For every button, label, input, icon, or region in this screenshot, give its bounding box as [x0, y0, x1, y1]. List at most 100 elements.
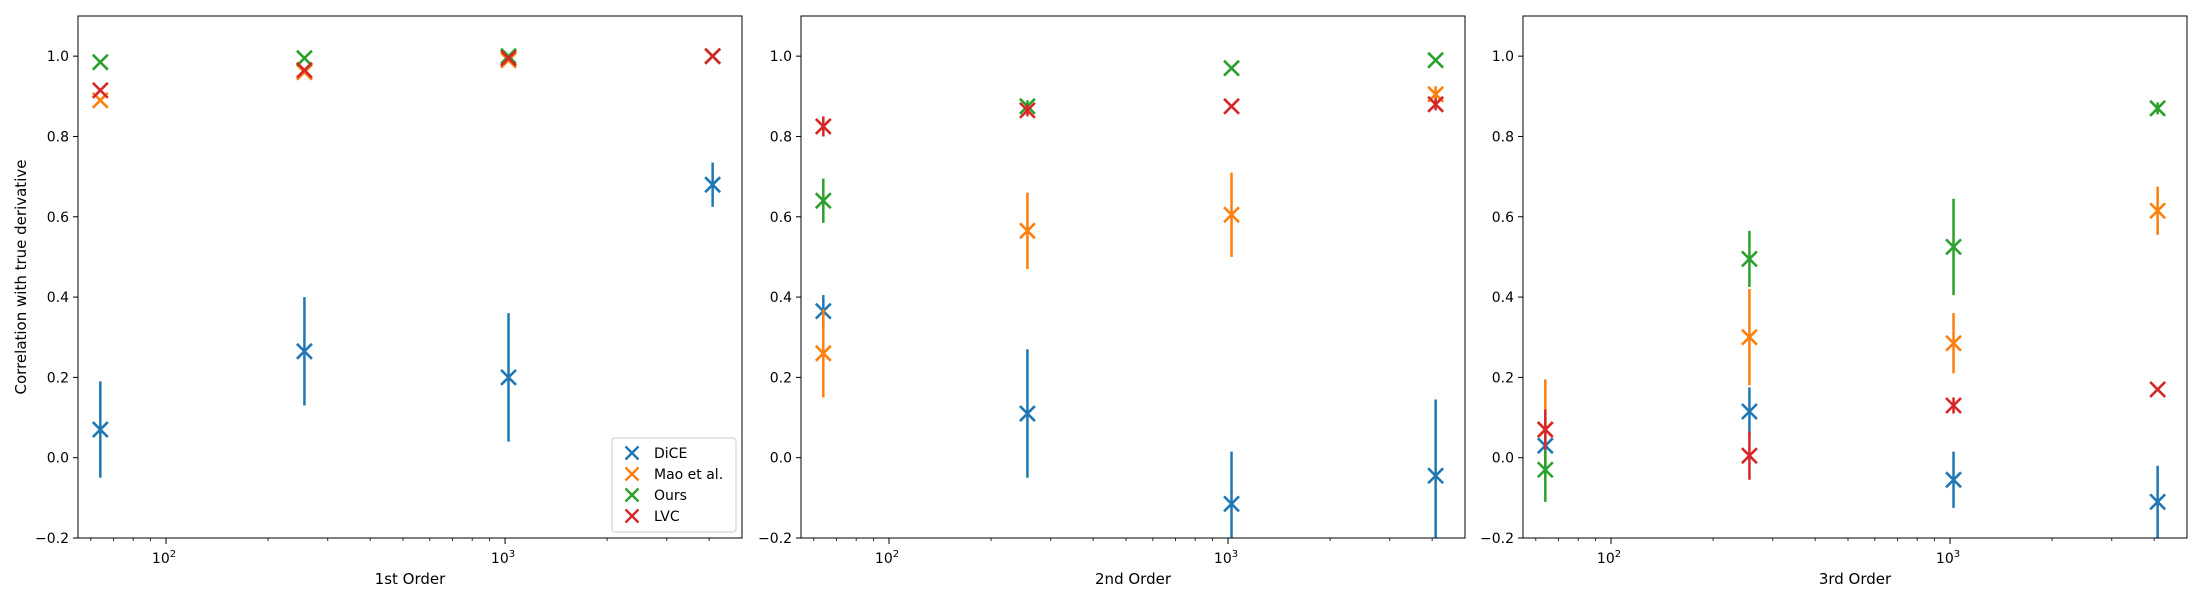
data-point: [91, 53, 109, 71]
data-point: [296, 49, 313, 67]
y-tick-label: −0.2: [1480, 531, 1514, 547]
data-point: [296, 342, 313, 360]
x-tick-label: 102: [1597, 549, 1621, 567]
legend-label: DiCE: [654, 446, 687, 462]
data-point: [1741, 447, 1758, 465]
y-tick-label: −0.2: [758, 531, 792, 547]
data-point: [704, 47, 722, 65]
data-point: [91, 421, 109, 439]
data-point: [1945, 334, 1962, 352]
series-lvc: [1536, 381, 2167, 480]
x-tick-label: 103: [491, 549, 515, 567]
legend-marker: [624, 445, 640, 461]
data-point: [296, 61, 313, 79]
legend-box: [611, 437, 737, 533]
data-point: [2149, 493, 2167, 511]
data-point: [500, 51, 517, 69]
y-tick-label: 0.2: [47, 370, 69, 386]
y-tick-label: −0.2: [35, 531, 69, 547]
y-tick-label: 1.0: [47, 49, 69, 65]
data-point: [1536, 421, 1554, 439]
chart-panel-3: −0.2 0.0 0.2 0.4 0.6 0.8 1.0 102 103 3rd Order: [1480, 15, 2188, 588]
y-tick-label: 0.4: [47, 290, 69, 306]
chart-panel-2: −0.2 0.0 0.2 0.4 0.6 0.8 1.0 102 103 2nd Order: [758, 15, 1466, 588]
data-point: [2149, 99, 2167, 117]
data-point: [704, 176, 722, 194]
x-axis-title: 2nd Order: [1095, 570, 1172, 588]
data-point: [1019, 405, 1036, 422]
data-point: [1945, 471, 1962, 489]
legend-marker: [624, 487, 640, 503]
x-tick-label: 102: [875, 549, 899, 567]
y-tick-label: 0.8: [770, 129, 792, 145]
data-point: [814, 118, 832, 135]
data-point: [1223, 97, 1240, 115]
y-tick-label: 1.0: [770, 49, 792, 65]
data-point: [1223, 206, 1240, 224]
data-point: [814, 344, 832, 362]
data-point: [1223, 59, 1240, 77]
chart-panel-1: −0.2 0.0 0.2 0.4 0.6 0.8 1.0 102 103 1st Order Cor…: [12, 15, 743, 588]
data-marks: [1536, 99, 2167, 538]
series-mao-et-al-: [91, 47, 722, 109]
x-tick-label: 102: [152, 549, 176, 567]
legend-label: LVC: [654, 509, 680, 525]
x-tick-label: 103: [1214, 549, 1238, 567]
x-axis-title: 1st Order: [375, 570, 446, 588]
y-tick-label: 0.0: [770, 451, 792, 467]
y-tick-label: 0.0: [47, 451, 69, 467]
data-point: [1427, 51, 1445, 69]
series-mao-et-al-: [814, 85, 1445, 398]
data-point: [814, 192, 832, 210]
y-tick-label: 0.8: [1492, 129, 1514, 145]
data-point: [1741, 250, 1758, 268]
plot-frame: [1522, 15, 2188, 539]
legend-marker: [624, 508, 640, 524]
data-marks: [91, 47, 722, 478]
y-tick-label: 0.6: [47, 210, 69, 226]
data-point: [296, 63, 313, 81]
data-point: [2149, 202, 2167, 220]
plot-frame: [800, 15, 1466, 539]
legend-label: Ours: [654, 488, 687, 504]
series-ours: [1536, 99, 2167, 502]
series-mao-et-al-: [1536, 186, 2167, 480]
data-point: [2149, 381, 2167, 398]
y-tick-label: 1.0: [1492, 49, 1514, 65]
x-tick-label: 103: [1936, 549, 1960, 567]
data-point: [1427, 467, 1445, 485]
y-tick-label: 0.6: [1492, 210, 1514, 226]
legend-marker: [624, 466, 640, 482]
data-point: [1741, 328, 1758, 346]
series-lvc: [91, 47, 722, 99]
y-tick-label: 0.4: [770, 290, 792, 306]
y-axis-title: Correlation with true derivative: [12, 160, 30, 395]
data-point: [500, 47, 517, 65]
data-point: [1945, 397, 1962, 414]
series-dice: [91, 162, 722, 478]
legend: DiCE Mao et al. Ours LVC: [611, 437, 737, 533]
data-point: [500, 49, 517, 67]
data-point: [1536, 461, 1554, 479]
y-tick-label: 0.4: [1492, 290, 1514, 306]
data-point: [1427, 95, 1445, 113]
plot-frame: [77, 15, 743, 539]
series-dice: [814, 295, 1445, 538]
data-point: [1741, 403, 1758, 420]
x-axis-title: 3rd Order: [1819, 570, 1892, 588]
data-point: [1223, 495, 1240, 513]
y-tick-label: 0.2: [1492, 370, 1514, 386]
y-tick-label: 0.8: [47, 129, 69, 145]
legend-label: Mao et al.: [654, 467, 723, 483]
data-point: [500, 368, 517, 386]
series-lvc: [814, 95, 1445, 137]
series-dice: [1536, 387, 2167, 538]
data-point: [91, 81, 109, 99]
y-tick-label: 0.6: [770, 210, 792, 226]
y-tick-label: 0.0: [1492, 451, 1514, 467]
data-point: [1019, 222, 1036, 240]
series-ours: [814, 51, 1445, 223]
y-tick-label: 0.2: [770, 370, 792, 386]
series-ours: [91, 47, 722, 71]
